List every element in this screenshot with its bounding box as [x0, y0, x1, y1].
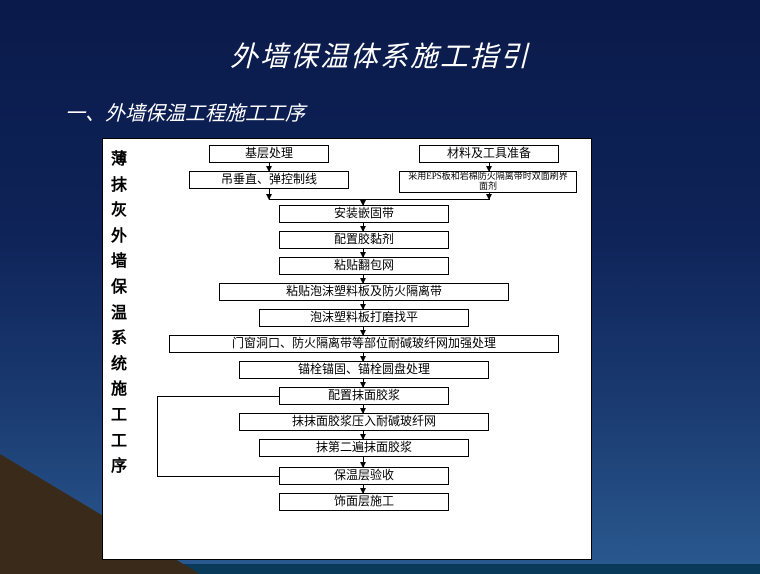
node-n7: 粘贴翻包网	[279, 257, 449, 275]
slide-subtitle: 一、外墙保温工程施工工序	[65, 97, 760, 126]
node-n13: 抹抹面胶浆压入耐碱玻纤网	[239, 413, 489, 431]
node-n14: 抹第二遍抹面胶浆	[259, 439, 469, 457]
arrow	[363, 275, 364, 283]
flowchart-container: 薄抹灰外墙保温系统施工工序 基层处理 材料及工具准备 吊垂直、弹控制线 采用EP…	[102, 138, 592, 560]
node-n8: 粘贴泡沫塑料板及防火隔离带	[219, 283, 509, 301]
connector	[157, 396, 279, 397]
node-n4: 采用EPS板和岩棉防火隔离带时双面刷界面剂	[399, 171, 577, 193]
connector	[157, 476, 279, 477]
arrow	[363, 405, 364, 413]
node-n11: 锚栓锚固、锚栓圆盘处理	[239, 361, 489, 379]
arrow	[363, 379, 364, 387]
arrow	[363, 485, 364, 493]
node-n16: 饰面层施工	[279, 493, 449, 511]
arrow	[269, 163, 270, 171]
arrow	[363, 301, 364, 309]
vertical-label: 薄抹灰外墙保温系统施工工序	[109, 147, 129, 480]
arrow	[363, 353, 364, 361]
arrow	[363, 327, 364, 335]
arrow	[363, 249, 364, 257]
connector	[157, 396, 158, 476]
node-n5: 安装嵌固带	[279, 205, 449, 223]
arrow	[269, 189, 270, 199]
node-n9: 泡沫塑料板打磨找平	[259, 309, 469, 327]
arrow	[489, 163, 490, 171]
node-n1: 基层处理	[209, 145, 329, 163]
node-n12: 配置抹面胶浆	[279, 387, 449, 405]
connector	[269, 199, 490, 200]
node-n6: 配置胶黏剂	[279, 231, 449, 249]
node-n15: 保温层验收	[279, 467, 449, 485]
slide-title: 外墙保温体系施工指引	[0, 0, 760, 75]
node-n3: 吊垂直、弹控制线	[189, 171, 349, 189]
arrow	[363, 431, 364, 439]
arrow	[363, 223, 364, 231]
arrow	[363, 457, 364, 467]
node-n10: 门窗洞口、防火隔离带等部位耐碱玻纤网加强处理	[169, 335, 559, 353]
node-n2: 材料及工具准备	[419, 145, 559, 163]
flowchart: 基层处理 材料及工具准备 吊垂直、弹控制线 采用EPS板和岩棉防火隔离带时双面刷…	[139, 145, 587, 555]
